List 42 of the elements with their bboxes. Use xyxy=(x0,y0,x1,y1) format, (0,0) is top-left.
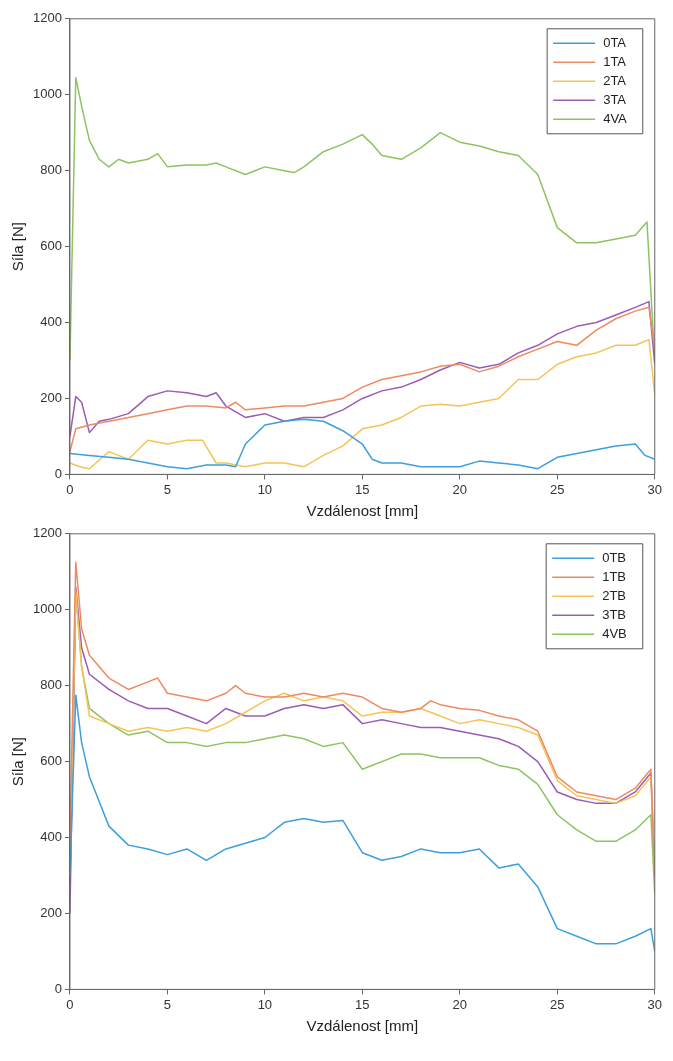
y-tick-label: 0 xyxy=(54,980,62,996)
x-axis-title: Vzdálenost [mm] xyxy=(306,502,419,520)
y-axis-title: Síla [N] xyxy=(9,222,27,272)
x-tick-label: 10 xyxy=(257,996,273,1012)
y-tick-label: 400 xyxy=(40,829,62,845)
x-axis-title: Vzdálenost [mm] xyxy=(306,1017,419,1035)
x-tick-label: 15 xyxy=(355,481,370,497)
y-tick-label: 1000 xyxy=(33,86,62,102)
y-tick-label: 1200 xyxy=(33,10,62,26)
x-tick-label: 0 xyxy=(66,481,74,497)
legend-label: 1TB xyxy=(602,568,627,584)
legend-label: 3TB xyxy=(602,606,627,622)
y-tick-label: 400 xyxy=(40,314,62,330)
y-axis-title: Síla [N] xyxy=(9,737,27,787)
legend-label: 1TA xyxy=(603,53,627,69)
y-tick-label: 200 xyxy=(40,390,62,406)
legend-label: 0TB xyxy=(602,549,627,565)
x-tick-label: 15 xyxy=(355,996,370,1012)
legend-label: 4VB xyxy=(602,625,627,641)
y-tick-label: 200 xyxy=(40,905,62,921)
x-tick-label: 30 xyxy=(647,996,662,1012)
x-tick-label: 5 xyxy=(163,996,172,1012)
legend-label: 0TA xyxy=(603,34,627,50)
legend-label: 2TB xyxy=(602,587,627,603)
x-tick-label: 30 xyxy=(647,481,662,497)
x-tick-label: 25 xyxy=(550,996,565,1012)
x-tick-label: 0 xyxy=(66,996,74,1012)
x-tick-label: 20 xyxy=(452,481,468,497)
legend-label: 4VA xyxy=(603,110,628,126)
legend-label: 3TA xyxy=(603,91,627,107)
y-tick-label: 600 xyxy=(40,238,62,254)
y-tick-label: 1200 xyxy=(33,525,62,541)
x-tick-label: 10 xyxy=(257,481,273,497)
x-tick-label: 5 xyxy=(163,481,172,497)
y-tick-label: 1000 xyxy=(33,601,62,617)
x-tick-label: 20 xyxy=(452,996,468,1012)
y-tick-label: 800 xyxy=(40,162,62,178)
y-tick-label: 600 xyxy=(40,753,62,769)
y-tick-label: 800 xyxy=(40,677,62,693)
y-tick-label: 0 xyxy=(54,465,62,481)
legend-label: 2TA xyxy=(603,72,627,88)
x-tick-label: 25 xyxy=(550,481,565,497)
